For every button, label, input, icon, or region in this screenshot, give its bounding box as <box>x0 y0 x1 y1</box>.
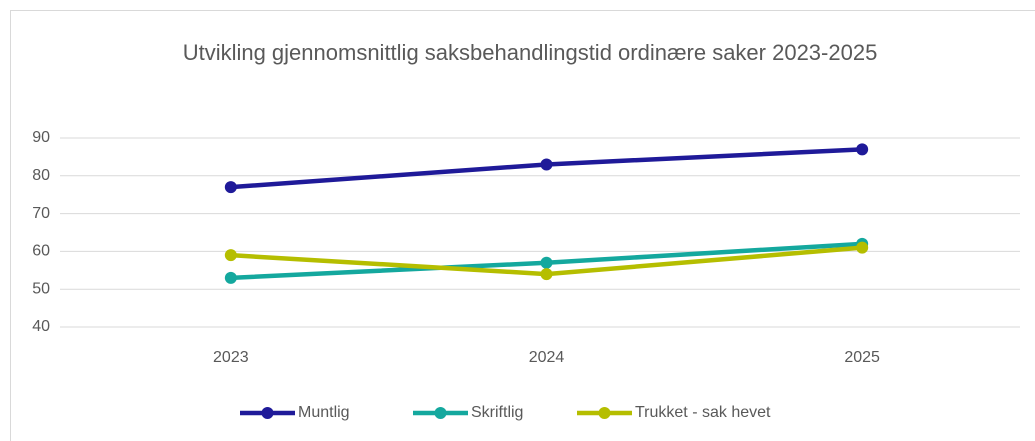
y-tick-label: 80 <box>32 167 50 184</box>
x-tick-label: 2025 <box>844 349 880 366</box>
data-point <box>856 143 869 156</box>
legend-marker <box>598 407 611 419</box>
x-tick-label: 2024 <box>529 349 565 366</box>
data-point <box>224 181 237 194</box>
y-tick-label: 60 <box>32 243 50 260</box>
data-point <box>540 158 553 171</box>
y-tick-label: 50 <box>32 280 50 297</box>
legend-label: Trukket - sak hevet <box>635 404 771 421</box>
y-tick-label: 70 <box>32 205 50 222</box>
legend-marker <box>261 407 274 419</box>
chart-border <box>10 10 1035 441</box>
data-point <box>540 256 553 269</box>
legend-marker <box>434 407 447 419</box>
x-tick-label: 2023 <box>213 349 249 366</box>
y-tick-label: 40 <box>32 318 50 335</box>
data-point <box>224 271 237 284</box>
legend-label: Muntlig <box>298 404 350 421</box>
data-point <box>224 249 237 262</box>
chart-title: Utvikling gjennomsnittlig saksbehandling… <box>182 40 878 65</box>
data-point <box>856 241 869 254</box>
y-tick-label: 90 <box>32 129 50 146</box>
legend-label: Skriftlig <box>471 404 523 421</box>
data-point <box>540 268 553 281</box>
